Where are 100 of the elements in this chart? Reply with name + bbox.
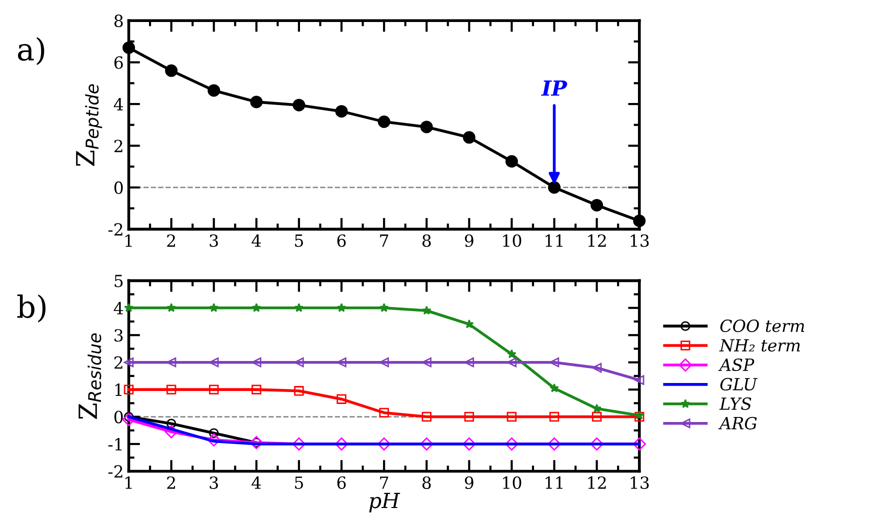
point <box>548 181 561 194</box>
point <box>124 357 134 368</box>
text: a) <box>18 37 44 66</box>
x-tick-label: 1 <box>125 476 132 489</box>
x-tick-label: 6 <box>337 234 346 247</box>
x-tick-label: 4 <box>252 476 261 489</box>
point <box>550 383 559 392</box>
point <box>166 418 176 428</box>
x-tick-label: 10 <box>503 234 522 247</box>
point <box>209 303 219 312</box>
x-tick-label: 7 <box>380 476 388 489</box>
point <box>549 412 560 422</box>
point <box>462 437 476 451</box>
y-tick-label: 2 <box>114 140 122 152</box>
point <box>336 303 346 312</box>
x-tick-label: 12 <box>588 234 606 247</box>
y-tick-label: 8 <box>114 14 123 28</box>
x-tick-label: 9 <box>464 234 474 247</box>
x-tick-label: 13 <box>630 476 649 489</box>
point <box>507 349 516 358</box>
point <box>634 410 644 420</box>
x-tick-label: 9 <box>464 476 474 489</box>
point <box>294 303 304 312</box>
text: b) <box>17 294 46 322</box>
x-tick-label: 5 <box>295 234 303 247</box>
point <box>634 412 644 422</box>
point <box>422 306 432 315</box>
point <box>462 131 476 144</box>
x-tick-label: 12 <box>588 476 606 489</box>
point <box>464 357 474 368</box>
y-tick-label: 2 <box>114 356 122 369</box>
point <box>634 375 644 385</box>
x-tick-label: 13 <box>630 234 649 247</box>
point <box>252 303 262 312</box>
y-tick-label: 0 <box>114 181 123 194</box>
x-tick-label: 3 <box>210 476 218 489</box>
point <box>590 437 604 451</box>
point <box>209 384 219 394</box>
x-tick-label: 2 <box>167 234 175 247</box>
point <box>208 84 220 97</box>
point <box>207 433 220 447</box>
point <box>422 357 432 368</box>
point <box>209 357 219 368</box>
point <box>378 116 390 128</box>
x-tick-label: 8 <box>422 476 431 489</box>
y-tick-label: -2 <box>108 465 122 478</box>
legend-label: NH₂ term <box>719 339 800 352</box>
x-tick-label: 5 <box>295 476 303 489</box>
y-axis-title: Z$_{Residue}$ <box>78 333 102 419</box>
x-tick-label: 7 <box>380 234 388 247</box>
point <box>592 412 602 422</box>
point <box>506 412 517 422</box>
y-tick-label: 5 <box>114 274 123 288</box>
x-tick-label: 3 <box>210 234 218 247</box>
x-tick-label: 4 <box>252 234 261 247</box>
x-tick-label: 11 <box>546 476 562 489</box>
point <box>464 412 474 422</box>
point <box>166 384 176 394</box>
point <box>377 437 391 451</box>
x-tick-label: 10 <box>503 476 522 489</box>
point <box>164 425 178 438</box>
y-tick-label: 0 <box>114 410 123 424</box>
point <box>209 428 219 438</box>
point <box>422 412 432 422</box>
point <box>124 303 134 312</box>
legend-label: ARG <box>718 416 757 430</box>
point <box>590 198 604 212</box>
point <box>294 386 304 396</box>
point <box>592 362 602 373</box>
y-tick-label: 6 <box>114 56 123 69</box>
point <box>250 96 263 108</box>
point <box>252 384 262 394</box>
point <box>122 41 136 54</box>
point <box>379 303 389 312</box>
point <box>632 437 646 451</box>
point <box>379 408 389 418</box>
y-tick-label: 1 <box>115 384 122 396</box>
x-tick-label: 8 <box>422 234 431 247</box>
point <box>633 214 646 228</box>
y-tick-label: 4 <box>114 98 124 110</box>
point <box>420 120 433 134</box>
point <box>505 437 518 451</box>
annotation: IP <box>541 80 568 96</box>
point <box>166 303 176 312</box>
point <box>292 437 306 451</box>
point <box>336 357 346 368</box>
y-tick-label: -2 <box>108 223 122 236</box>
point <box>506 357 517 368</box>
x-axis-title: pH <box>369 492 400 512</box>
point <box>292 98 306 112</box>
y-tick-label: -1 <box>108 438 122 450</box>
point <box>336 394 346 404</box>
y-tick-label: 4 <box>114 302 124 314</box>
x-tick-label: 6 <box>337 476 346 489</box>
point <box>592 404 602 413</box>
y-axis-title: Z$_{Peptide}$ <box>76 84 102 166</box>
point <box>124 384 134 394</box>
x-tick-label: 2 <box>167 476 175 489</box>
point <box>335 105 348 118</box>
point <box>334 437 348 451</box>
